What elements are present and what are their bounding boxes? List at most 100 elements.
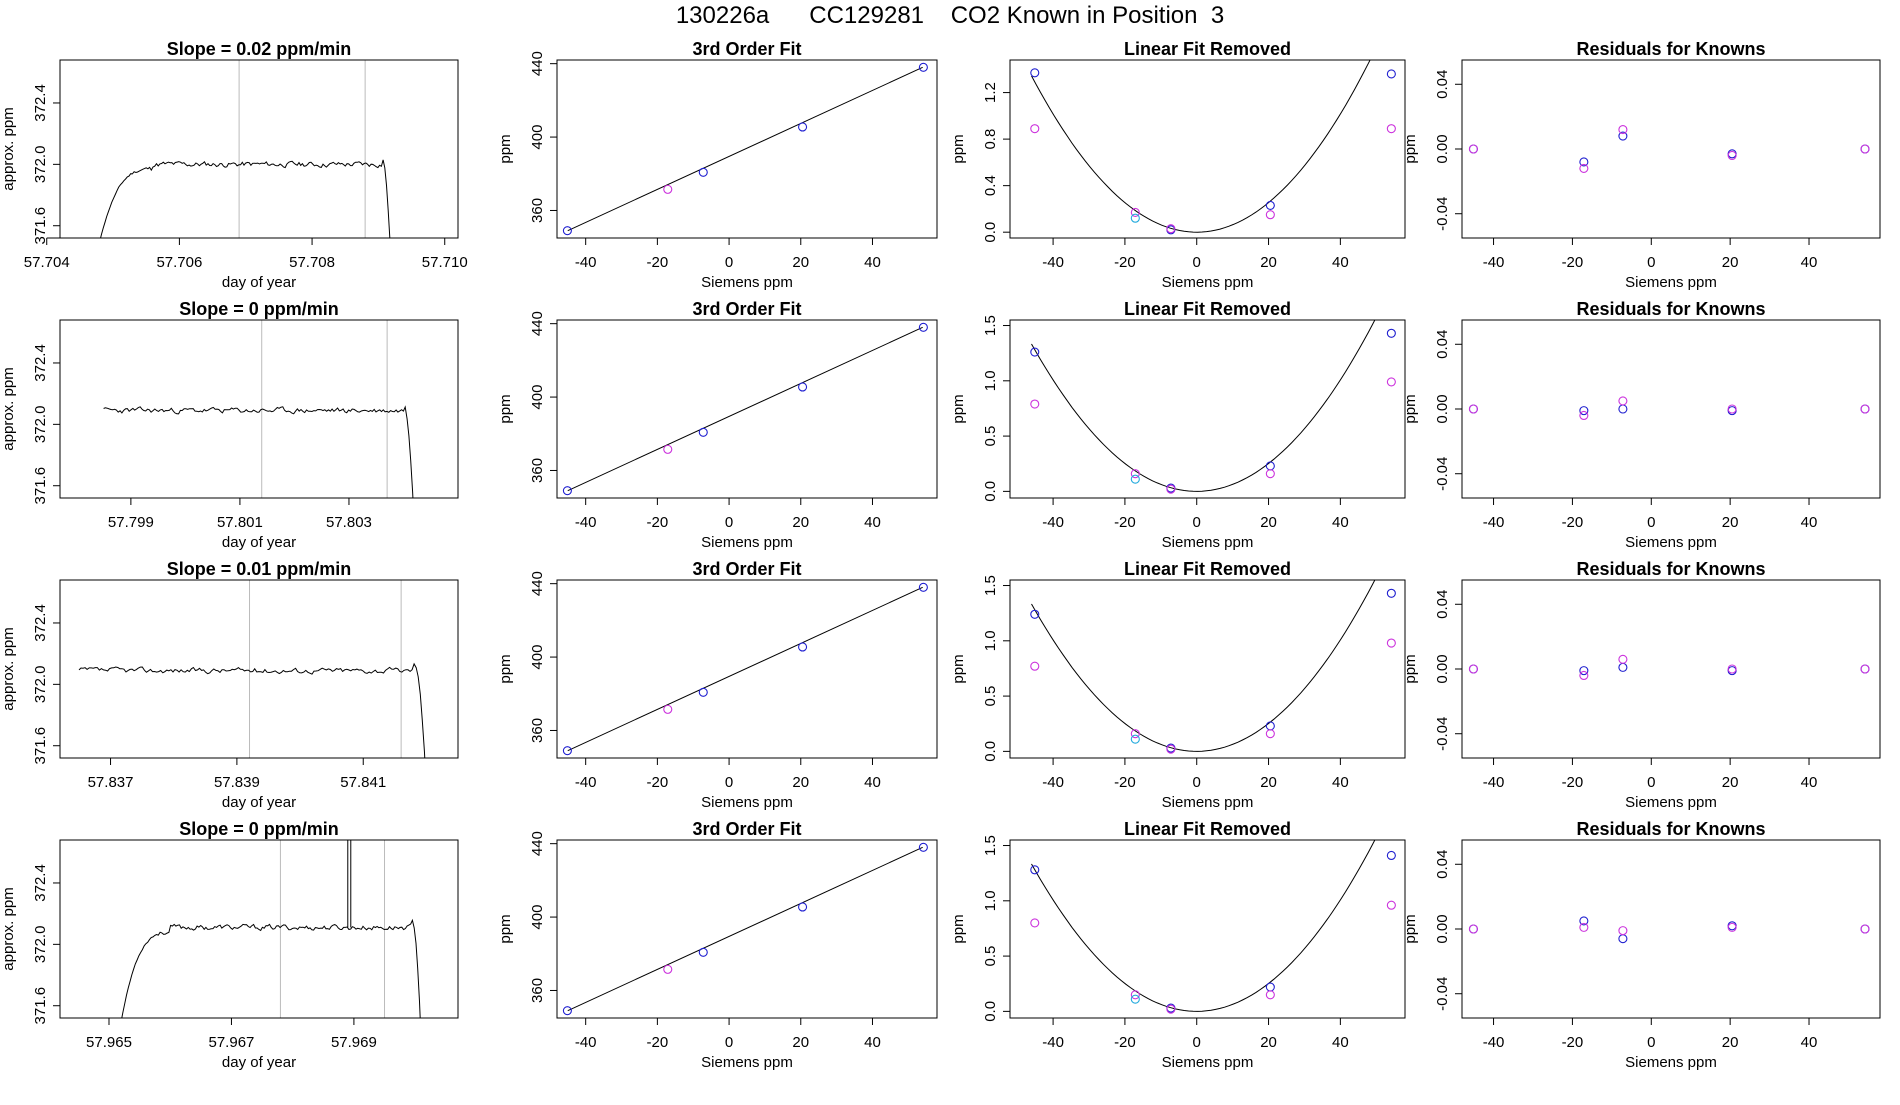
y-axis-label: ppm [950,654,967,683]
plot-area [1030,580,1396,754]
x-tick-label: -20 [1562,514,1584,531]
x-tick-label: 20 [1260,514,1277,531]
point-blue [798,642,808,652]
x-tick-label: -20 [647,1034,669,1051]
point-magenta [1030,399,1040,409]
x-axis-label: Siemens ppm [701,534,793,551]
x-tick-label: 0 [1647,774,1655,791]
point-blue [1579,406,1589,416]
y-tick-label: -0.04 [1434,977,1451,1011]
point-magenta [1579,670,1589,681]
y-tick-label: 360 [529,198,546,223]
fit-line [567,326,923,492]
x-tick-label: 40 [864,774,881,791]
x-axis-label: day of year [222,534,296,551]
panel-r3-lin: Linear Fit Removed Siemens ppm ppm -40 -20 0 2… [950,559,1406,811]
y-axis-label: ppm [497,134,514,163]
panel-r2-res: Residuals for Knowns Siemens ppm ppm -40 -20… [1402,299,1881,551]
y-tick-label: 1.0 [982,630,999,651]
point-blue [798,382,808,392]
y-tick-label: 372.4 [32,604,49,642]
point-blue [918,582,928,592]
point-blue [698,947,708,957]
x-tick-label: 20 [792,774,809,791]
point-cyan [1130,213,1140,223]
x-tick-label: 40 [1332,254,1349,271]
x-tick-label: 57.803 [326,514,372,531]
point-magenta [1166,484,1176,494]
x-tick-label: -40 [1483,774,1505,791]
point-magenta [1468,144,1478,154]
y-axis-label: ppm [950,134,967,163]
point-blue [1386,588,1396,598]
point-magenta [1030,661,1040,671]
x-axis-label: Siemens ppm [1162,534,1254,551]
plot-area [562,62,928,236]
x-tick-label: -20 [647,774,669,791]
x-axis-label: Siemens ppm [1625,794,1717,811]
fit-line [567,586,923,752]
x-tick-label: 20 [1722,514,1739,531]
y-tick-label: 0.00 [1434,914,1451,943]
point-blue [698,427,708,437]
point-magenta [1579,410,1589,421]
plot-frame [1009,579,1406,759]
point-magenta [1727,922,1737,932]
x-tick-label: 57.708 [289,254,335,271]
panel-title: Slope = 0.01 ppm/min [167,559,352,579]
point-magenta [1265,210,1275,220]
y-tick-label: 0.04 [1434,590,1451,619]
x-tick-label: 0 [1193,514,1201,531]
panel-title: Residuals for Knowns [1576,39,1765,59]
point-magenta [1618,125,1628,135]
y-axis-label: approx. ppm [0,107,17,190]
panel-title: Slope = 0 ppm/min [179,299,339,319]
figure-title: 130226a CC129281 CO2 Known in Position 3 [675,2,1225,29]
plot-frame [1461,579,1881,759]
x-tick-label: 40 [1801,254,1818,271]
y-tick-label: 1.5 [982,315,999,336]
point-magenta [1166,224,1176,234]
point-blue [1579,666,1589,676]
y-axis-label: approx. ppm [0,627,17,710]
point-magenta [1727,150,1737,161]
point-blue [562,1006,572,1016]
panel-title: Linear Fit Removed [1124,39,1291,59]
point-magenta [1166,744,1176,754]
y-axis-label: ppm [1402,394,1419,423]
x-tick-label: -40 [1483,1034,1505,1051]
point-magenta [1265,990,1275,1000]
point-magenta [1130,729,1140,739]
x-tick-label: 0 [725,254,733,271]
x-tick-label: 57.965 [86,1034,132,1051]
x-tick-label: 57.710 [422,254,468,271]
point-magenta [1860,404,1870,414]
y-tick-label: 1.2 [982,82,999,103]
panel-title: 3rd Order Fit [692,39,801,59]
plot-frame [59,59,459,239]
x-axis-label: Siemens ppm [1162,794,1254,811]
y-tick-label: 372.0 [32,666,49,704]
x-tick-label: 20 [1260,1034,1277,1051]
x-tick-label: -20 [1114,1034,1136,1051]
fit-line [567,66,923,232]
x-tick-label: -20 [647,514,669,531]
x-axis-label: Siemens ppm [701,274,793,291]
x-axis-label: day of year [222,794,296,811]
y-tick-label: 371.6 [32,727,49,765]
point-magenta [1468,664,1478,674]
fit-curve [1031,840,1376,1012]
plot-frame [1009,59,1406,239]
x-tick-label: 20 [1260,254,1277,271]
x-tick-label: 0 [725,514,733,531]
plot-frame [1461,59,1881,239]
concentration-trace [78,662,426,758]
point-blue [1030,609,1040,619]
point-blue [1265,200,1275,210]
panel-r1-res: Residuals for Knowns Siemens ppm ppm -40 -20… [1402,39,1881,291]
plot-area [1030,60,1396,235]
concentration-trace [100,159,391,238]
x-axis-label: Siemens ppm [1625,1054,1717,1071]
y-tick-label: 372.4 [32,864,49,902]
